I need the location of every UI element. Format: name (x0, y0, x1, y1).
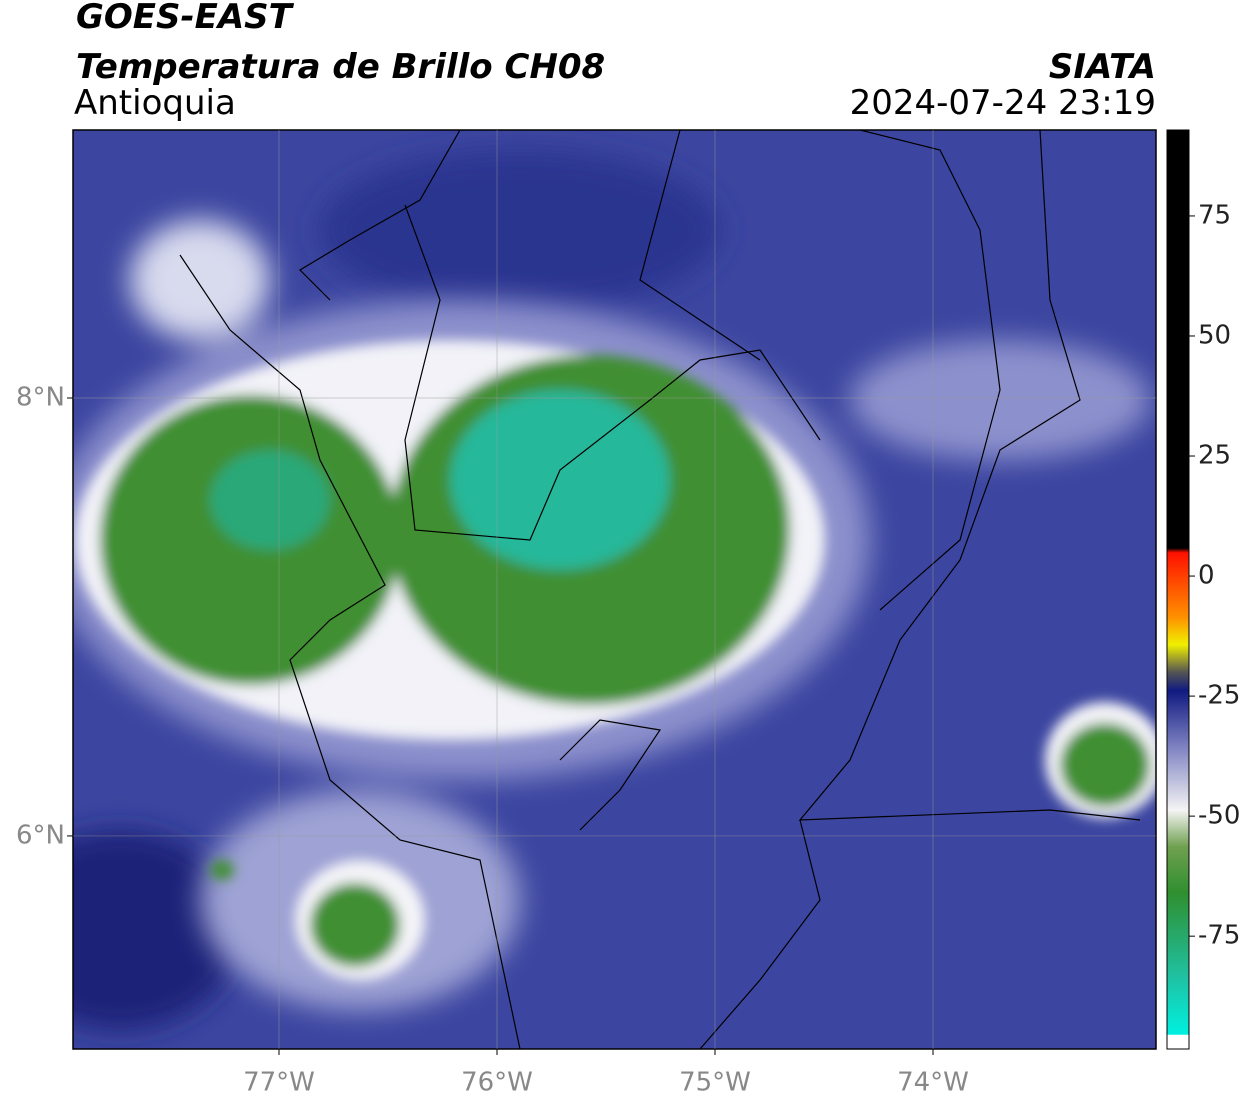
y-tick-label: 8°N (16, 383, 65, 413)
region: Antioquia (74, 83, 236, 123)
timestamp: 2024-07-24 23:19 (850, 83, 1156, 123)
colorbar-tick-label: 0 (1198, 561, 1215, 591)
colorbar (1166, 129, 1190, 1050)
x-tick-label: 74°W (897, 1068, 969, 1098)
source: SIATA (1049, 47, 1156, 87)
colorbar-tick-label: 75 (1198, 200, 1231, 230)
colorbar-tick-label: -25 (1198, 681, 1240, 711)
colorbar-tick-label: 50 (1198, 320, 1231, 350)
title: GOES-EAST (76, 0, 295, 37)
x-tick-label: 77°W (243, 1068, 315, 1098)
colorbar-tick-label: 25 (1198, 441, 1231, 471)
colorbar-tick-label: -50 (1198, 801, 1240, 831)
x-tick-label: 75°W (679, 1068, 751, 1098)
satellite-image (73, 130, 1156, 1049)
y-tick-label: 6°N (16, 820, 65, 850)
subtitle: Temperatura de Brillo CH08 (76, 47, 605, 87)
map-frame (72, 129, 1157, 1050)
colorbar-tick-label: -75 (1198, 921, 1240, 951)
x-tick-label: 76°W (461, 1068, 533, 1098)
